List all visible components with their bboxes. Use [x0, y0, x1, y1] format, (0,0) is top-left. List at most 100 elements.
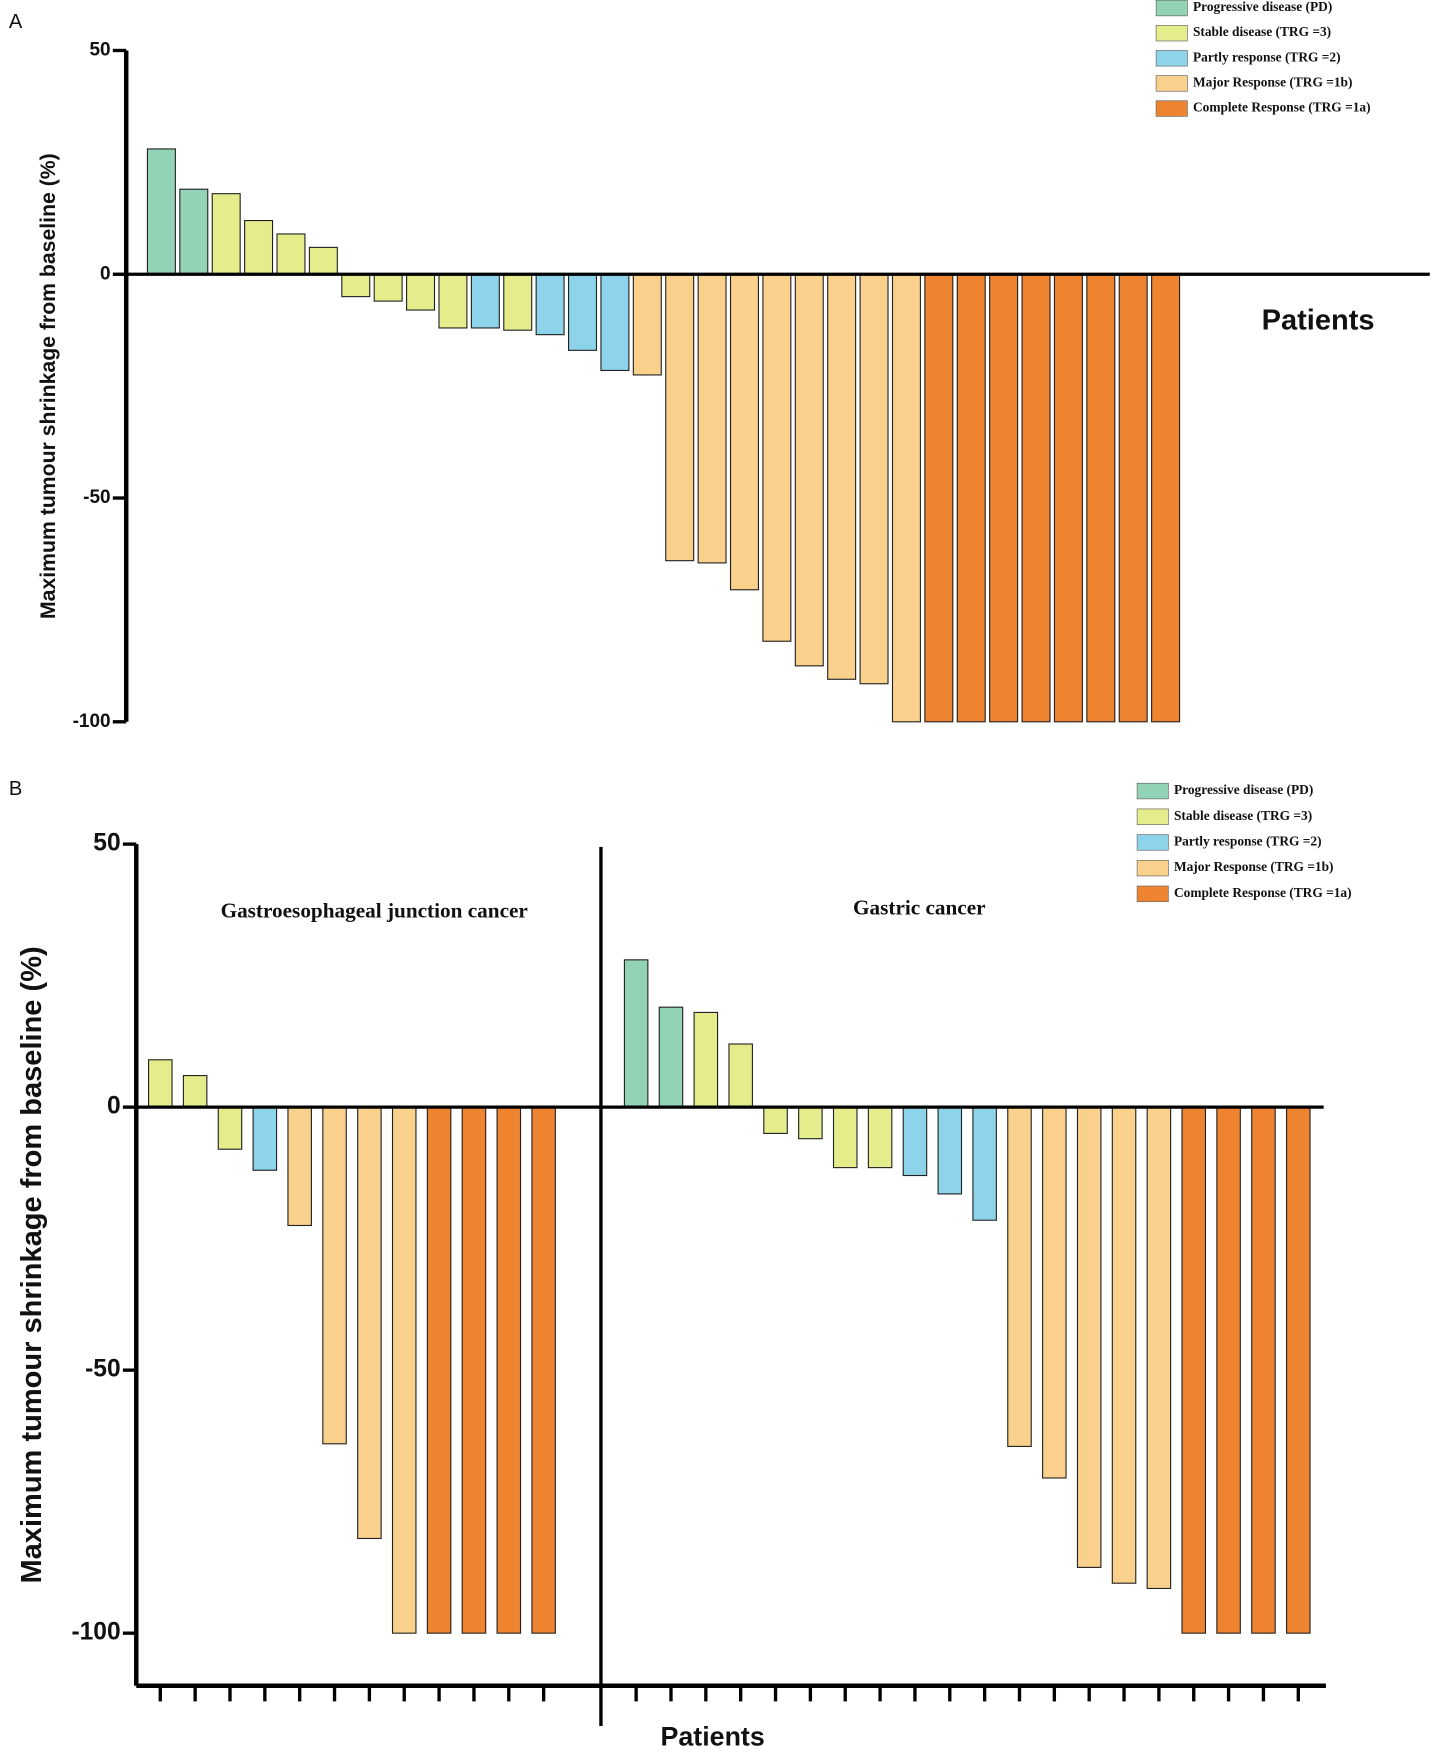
bar [729, 273, 760, 591]
bar [1053, 273, 1083, 723]
bar [179, 188, 209, 275]
bar [357, 1106, 382, 1540]
bar [924, 273, 954, 723]
bar [531, 1106, 556, 1634]
panel-label: A [9, 11, 23, 33]
bar [798, 1106, 823, 1140]
bar [244, 219, 274, 275]
bar [567, 273, 598, 351]
bar [217, 1106, 243, 1150]
bar [496, 1106, 522, 1634]
legend-label: Partly response (TRG =2) [1174, 834, 1322, 849]
bar [252, 1106, 278, 1171]
bar [1021, 273, 1051, 723]
bar [1086, 273, 1116, 723]
bar [937, 1106, 963, 1195]
bar [341, 273, 371, 298]
bar [148, 1059, 173, 1108]
y-axis-label: Maximum tumour shrinkage from baseline (… [16, 946, 48, 1583]
x-axis-label: Patients [661, 1721, 765, 1751]
bar [859, 273, 889, 685]
y-tick-label: 50 [89, 39, 110, 60]
bar [406, 273, 436, 311]
bar [794, 273, 824, 667]
legend-swatch [1155, 75, 1188, 92]
bar [276, 233, 306, 275]
y-tick-label: -100 [71, 1619, 120, 1646]
bar [867, 1106, 893, 1169]
y-tick-label: 0 [107, 1093, 121, 1120]
y-axis-label: Maximum tumour shrinkage from baseline (… [37, 153, 60, 619]
bar [535, 273, 565, 336]
legend-swatch [1155, 25, 1188, 42]
bar [763, 1106, 788, 1134]
legend-swatch [1155, 0, 1188, 17]
legend-swatch [1155, 100, 1188, 117]
legend-swatch [1136, 834, 1169, 851]
legend-label: Stable disease (TRG =3) [1174, 808, 1312, 823]
bar [426, 1106, 452, 1634]
bar [470, 273, 500, 329]
legend-label: Major Response (TRG =1b) [1193, 75, 1353, 90]
bar [322, 1106, 347, 1445]
bar [461, 1106, 487, 1634]
legend-label: Complete Response (TRG =1a) [1174, 885, 1352, 900]
bar [658, 1006, 684, 1108]
y-tick-label: -50 [83, 487, 110, 508]
bar [287, 1106, 312, 1227]
y-tick-label: 0 [100, 263, 111, 284]
bar [1118, 273, 1148, 723]
bar [728, 1043, 753, 1108]
bar [503, 273, 533, 331]
bar [1181, 1106, 1207, 1634]
legend-label: Complete Response (TRG =1a) [1193, 100, 1371, 115]
legend-swatch [1136, 808, 1169, 825]
bar [623, 959, 649, 1108]
panel-label: B [9, 778, 22, 800]
bar [1146, 1106, 1172, 1590]
bar [438, 273, 468, 329]
bar [182, 1075, 208, 1108]
legend-swatch [1136, 859, 1169, 877]
bar [1007, 1106, 1032, 1447]
y-tick-label: 50 [93, 830, 120, 857]
bar [697, 273, 727, 564]
bar [1251, 1106, 1276, 1634]
x-axis-label: Patients [1262, 305, 1375, 337]
bar [693, 1011, 719, 1108]
bar [891, 273, 921, 723]
bar [146, 148, 176, 275]
bar [827, 273, 857, 680]
bar [600, 273, 630, 372]
bar [1286, 1106, 1311, 1634]
bar [211, 193, 241, 275]
bar [832, 1106, 858, 1169]
bar [1076, 1106, 1102, 1568]
bar [972, 1106, 997, 1221]
y-tick-label: -100 [73, 711, 111, 732]
bar [665, 273, 695, 562]
legend-swatch [1136, 782, 1169, 800]
bar [1111, 1106, 1137, 1584]
legend-label: Progressive disease (PD) [1174, 782, 1313, 797]
bar [902, 1106, 928, 1177]
bar [989, 273, 1019, 723]
bar [1216, 1106, 1241, 1634]
panel-title: Gastroesophageal junction cancer [221, 899, 528, 923]
legend-label: Partly response (TRG =2) [1193, 49, 1341, 64]
bar [308, 246, 338, 275]
y-tick-label: -50 [85, 1356, 121, 1383]
legend-label: Major Response (TRG =1b) [1174, 859, 1334, 874]
legend-label: Progressive disease (PD) [1193, 0, 1332, 14]
legend-swatch [1136, 885, 1169, 902]
bar [1042, 1106, 1067, 1479]
panel-title: Gastric cancer [853, 895, 986, 919]
bar [632, 273, 662, 376]
bar [373, 273, 403, 302]
bar [391, 1106, 417, 1634]
bar [762, 273, 792, 642]
legend-swatch [1155, 50, 1188, 67]
bar [1151, 273, 1181, 723]
